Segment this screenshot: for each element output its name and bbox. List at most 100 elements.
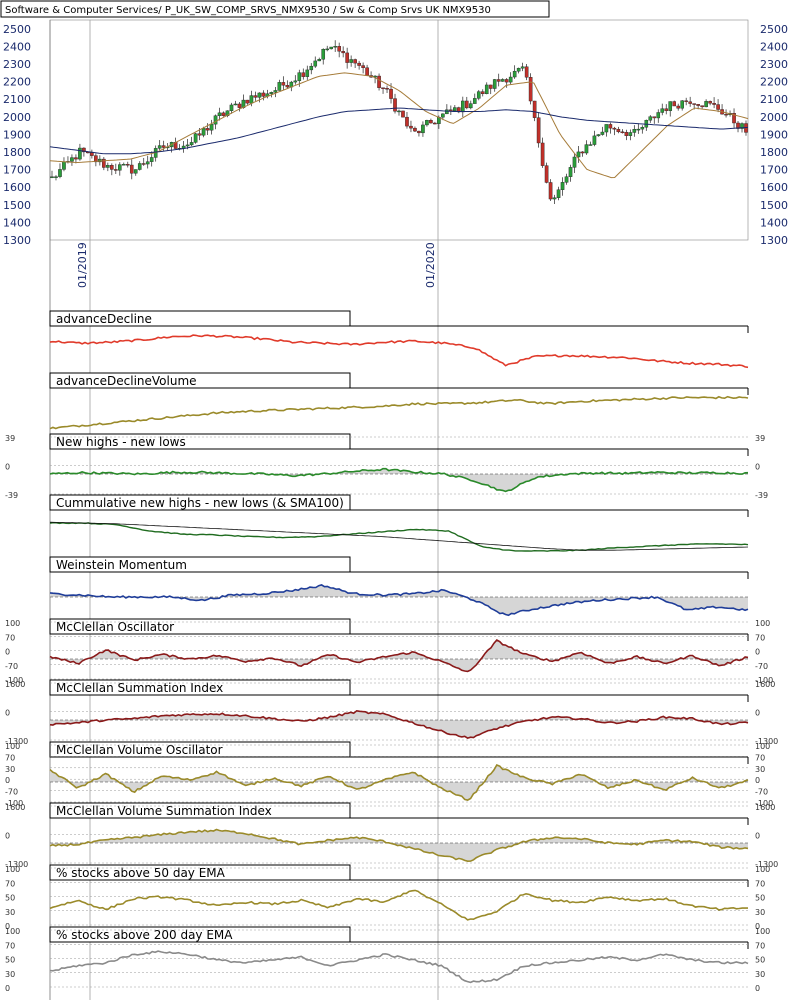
candle-body [568, 167, 573, 177]
panel-y-tick-right: -100 [755, 676, 773, 685]
panel-title: advanceDeclineVolume [56, 374, 197, 388]
panel-y-tick-left: -70 [5, 788, 18, 797]
sma-long-line [49, 107, 749, 155]
panel-title-box [49, 926, 351, 943]
panel-y-tick-right: 70 [755, 633, 765, 642]
candle-body [185, 144, 190, 147]
panel-value-line [49, 709, 749, 739]
y-tick-label-left: 1800 [3, 146, 31, 159]
candle-body [624, 131, 629, 136]
panel-title-box [49, 618, 351, 635]
candle-body [229, 104, 234, 111]
panel-y-tick-left: 70 [5, 753, 15, 762]
candle-body [193, 133, 198, 143]
candle-body [604, 124, 609, 133]
panel-y-tick-right: -1300 [755, 737, 778, 746]
panel-y-tick-left: 100 [5, 742, 20, 751]
y-tick-label-right: 1400 [760, 216, 788, 229]
panel-area-fill [50, 710, 748, 739]
label-layer: Software & Computer Services/ P_UK_SW_CO… [3, 5, 788, 288]
candle-body [345, 52, 349, 63]
candle-body [417, 130, 421, 134]
panel-y-tick-right: 0 [755, 776, 760, 785]
candle-body [680, 100, 684, 109]
indicator-panel: advanceDecline [49, 310, 749, 369]
candle-body [413, 127, 417, 132]
candle-body [596, 134, 601, 137]
candle-body [441, 113, 445, 118]
candle-body [245, 99, 250, 104]
title-box [0, 0, 550, 18]
candle-body [110, 165, 114, 170]
y-tick-label-left: 2500 [3, 23, 31, 36]
candle-body [429, 120, 433, 124]
panel-y-tick-right: 1600 [755, 680, 775, 689]
candle-body [724, 113, 728, 116]
panel-y-tick-left: 0 [5, 709, 10, 718]
candle-body [133, 169, 138, 174]
indicator-panel: McClellan Volume Oscillator 100 100 70 70 30 3… [5, 741, 773, 808]
y-tick-label-right: 1300 [760, 234, 788, 247]
y-tick-label-left: 1600 [3, 181, 31, 194]
candle-body [636, 128, 641, 131]
candle-body [560, 182, 565, 190]
candle-body [189, 142, 194, 146]
candle-body [161, 145, 166, 148]
candle-body [532, 100, 537, 118]
candle-body [544, 165, 549, 183]
y-tick-label-right: 1800 [760, 146, 788, 159]
candle-body [708, 101, 712, 104]
candle-body [357, 62, 361, 66]
panel-title: % stocks above 50 day EMA [56, 866, 226, 880]
candle-body [129, 164, 134, 174]
candle-body [102, 158, 106, 168]
candle-body [668, 101, 673, 111]
candle-body [94, 155, 98, 163]
panel-y-tick-left: 100 [5, 865, 20, 874]
candle-body [273, 90, 278, 93]
panel-y-tick-left: -100 [5, 676, 23, 685]
candle-body [616, 128, 621, 133]
candle-body [325, 48, 330, 51]
panel-title-box [49, 372, 351, 389]
candle-body [313, 60, 318, 67]
candle-body [149, 157, 154, 162]
candle-body [213, 115, 218, 125]
candle-body [209, 123, 214, 131]
candle-body [652, 116, 657, 119]
panel-y-tick-right: 0 [755, 709, 760, 718]
candle-body [556, 189, 561, 198]
candle-body [205, 128, 210, 131]
y-tick-label-right: 2400 [760, 40, 788, 53]
panel-y-tick-left: 50 [5, 894, 15, 903]
panel-area-fill [50, 765, 748, 801]
candle-body [114, 169, 118, 171]
candle-body [740, 123, 744, 129]
candle-body [584, 144, 589, 154]
candle-body [664, 108, 669, 111]
candle-body [353, 59, 357, 64]
panel-y-tick-left: 100 [5, 619, 20, 628]
indicator-panel: McClellan Volume Summation Index 1600 1600… [5, 802, 778, 869]
candle-body [361, 65, 365, 68]
candle-body [377, 75, 381, 88]
panel-y-tick-left: 100 [5, 927, 20, 936]
candle-body [301, 72, 306, 77]
candle-body [472, 98, 477, 104]
panel-y-tick-left: -39 [5, 491, 18, 500]
y-tick-label-left: 2000 [3, 111, 31, 124]
y-tick-label-left: 1900 [3, 128, 31, 141]
y-tick-label-left: 1700 [3, 164, 31, 177]
candle-body [692, 103, 696, 105]
candle-body [516, 67, 521, 72]
candle-body [461, 100, 465, 113]
panel-title: McClellan Volume Summation Index [56, 804, 272, 818]
y-tick-label-left: 1300 [3, 234, 31, 247]
panel-value-line [49, 334, 749, 369]
panel-y-tick-right: 0 [755, 922, 760, 931]
y-tick-label-right: 1700 [760, 164, 788, 177]
candle-body [676, 105, 680, 109]
candle-body [628, 132, 633, 136]
